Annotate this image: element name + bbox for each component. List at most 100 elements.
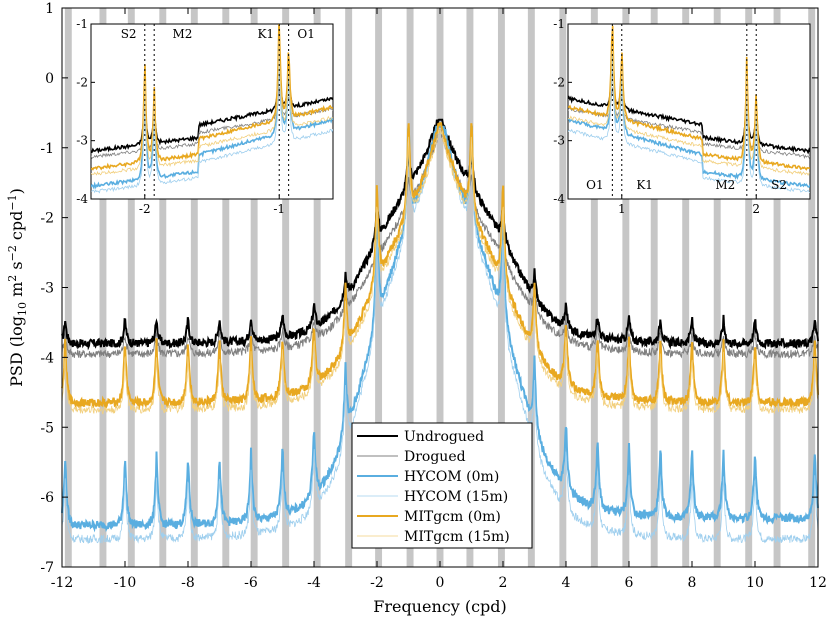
y-tick-label: -7 (40, 560, 54, 576)
legend-entry-mitgcm-15m-: MITgcm (15m) (404, 529, 510, 545)
x-tick-label: 12 (809, 575, 827, 591)
inset-frame (567, 23, 811, 200)
inset-y-tick-label: -3 (76, 134, 88, 148)
tidal-band-21 (713, 8, 721, 567)
x-tick-label: 4 (562, 575, 571, 591)
tidal-band-5 (222, 8, 230, 567)
legend-entry-hycom-0m-: HYCOM (0m) (404, 469, 499, 485)
ylabel-exp3: −1 (6, 194, 19, 210)
inset-series-line (91, 24, 333, 171)
inset-series-line (91, 40, 333, 176)
y-tick-label: -3 (40, 281, 54, 297)
x-tick-label: -6 (244, 575, 258, 591)
inset-series-line (568, 62, 810, 194)
tidal-band-23 (773, 8, 781, 567)
tide-label-s2: S2 (121, 27, 137, 41)
tidal-band-14 (497, 8, 505, 567)
ylabel-close: ) (7, 188, 26, 194)
ylabel-cpd: cpd (7, 211, 26, 246)
tidal-band-1 (99, 8, 107, 567)
x-tick-label: -2 (370, 575, 384, 591)
y-tick-label: 1 (45, 1, 54, 17)
series-line-hycom-0m- (61, 125, 819, 533)
inset-y-tick-label: -1 (553, 17, 565, 31)
tidal-band-17 (590, 8, 598, 567)
inset-y-tick-label: -3 (553, 134, 565, 148)
x-axis-ticks: -12 -10 -8 -6 -4 -2 0 2 4 6 8 10 12 (51, 8, 827, 591)
ylabel-exp1: 2 (6, 275, 19, 282)
inset-series-line (568, 46, 810, 176)
y-tick-label: 0 (45, 71, 54, 87)
tidal-band-19 (650, 8, 658, 567)
inset-series (568, 25, 810, 194)
series-lines (61, 118, 819, 544)
inset-negative-frequencies: S2 M2 K1 O1 -2 -1 -4 -3 -2 -1 (76, 17, 334, 216)
tidal-band-2 (127, 8, 135, 567)
y-tick-label: -4 (40, 350, 54, 366)
series-line-undrogued (61, 118, 819, 351)
legend-entry-drogued: Drogued (404, 449, 466, 465)
series-line-hycom-15m- (61, 132, 819, 544)
series-line-mitgcm-15m- (61, 129, 819, 415)
x-tick-label: -10 (114, 575, 137, 591)
tidal-band-3 (159, 8, 167, 567)
x-tick-label: -8 (181, 575, 195, 591)
y-tick-label: -2 (40, 211, 54, 227)
inset-frame (90, 23, 334, 200)
inset-x-tick-label: -2 (139, 202, 151, 216)
tidal-band-18 (622, 8, 630, 567)
ylabel-exp2: −2 (6, 245, 19, 261)
ylabel-rest: m (7, 282, 26, 302)
tidal-band-11 (406, 8, 414, 567)
inset-series (91, 24, 333, 194)
tide-label-o1: O1 (586, 178, 603, 192)
tidal-band-22 (745, 8, 753, 567)
x-tick-label: -12 (51, 575, 74, 591)
x-axis-title: Frequency (cpd) (373, 597, 507, 616)
tidal-band-8 (313, 8, 321, 567)
tide-label-k1: K1 (257, 27, 274, 41)
tidal-band-7 (282, 8, 290, 567)
tidal-band-20 (682, 8, 690, 567)
x-tick-label: 8 (688, 575, 697, 591)
x-tick-label: 2 (499, 575, 508, 591)
x-tick-label: -4 (307, 575, 321, 591)
legend-box (351, 422, 533, 549)
tidal-band-24 (808, 8, 816, 567)
ylabel-mid: s (7, 261, 26, 274)
legend-entry-hycom-15m-: HYCOM (15m) (404, 489, 508, 505)
y-tick-label: -6 (40, 490, 54, 506)
tidal-band-4 (190, 8, 198, 567)
y-axis-ticks: -7 -6 -5 -4 -3 -2 -1 0 1 (40, 1, 818, 576)
inset-y-tick-label: -4 (76, 192, 88, 206)
inset-y-tick-label: -2 (553, 75, 565, 89)
tidal-band-16 (559, 8, 567, 567)
inset-y-tick-label: -1 (76, 17, 88, 31)
series-line-mitgcm-0m- (61, 122, 819, 410)
inset-series-line (91, 62, 333, 154)
inset-series-line (568, 25, 810, 171)
inset-x-tick-label: 1 (618, 202, 626, 216)
tidal-band-13 (466, 8, 474, 567)
tide-label-m2: M2 (172, 27, 192, 41)
x-tick-label: 0 (436, 575, 445, 591)
tide-label-m2: M2 (715, 178, 735, 192)
inset-y-tick-label: -4 (553, 192, 565, 206)
legend: Undrogued Drogued HYCOM (0m) HYCOM (15m) MIT… (351, 422, 533, 549)
inset-series-line (91, 59, 333, 194)
x-tick-label: 10 (746, 575, 764, 591)
y-axis-title: PSD (log10 m2 s−2 cpd−1) (6, 188, 29, 387)
tidal-band-0 (64, 8, 72, 567)
tidal-band-6 (250, 8, 258, 567)
inset-y-tick-label: -2 (76, 75, 88, 89)
x-tick-label: 6 (625, 575, 634, 591)
inset-positive-frequencies: O1 K1 M2 S2 1 2 -4 -3 -2 -1 (553, 17, 811, 216)
ylabel-main: PSD (log (7, 316, 26, 387)
y-tick-label: -1 (40, 141, 54, 157)
tidal-band-12 (436, 8, 444, 567)
legend-entry-mitgcm-0m-: MITgcm (0m) (404, 509, 501, 525)
inset-x-tick-label: 2 (752, 202, 760, 216)
ylabel-sub: 10 (16, 302, 29, 316)
inset-series-line (568, 40, 810, 188)
